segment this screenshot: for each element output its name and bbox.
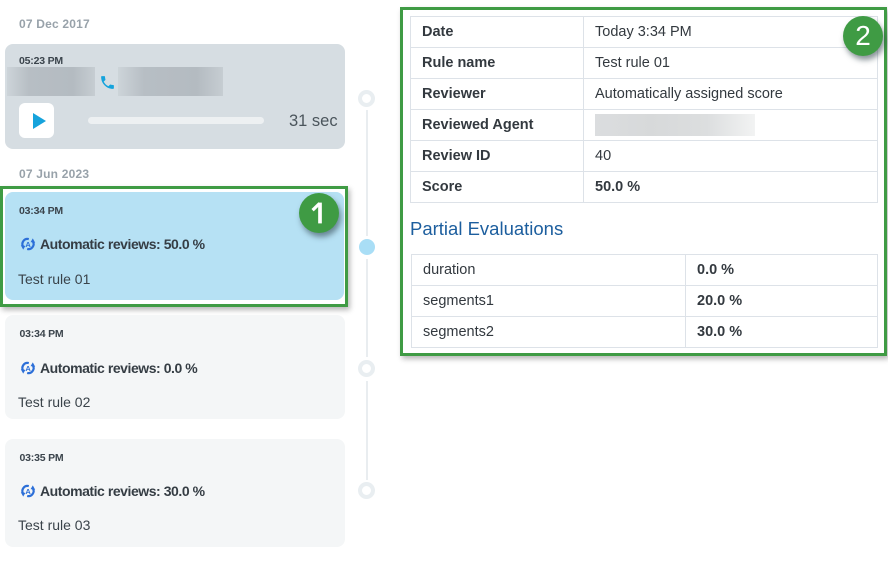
svg-text:A: A	[25, 487, 31, 496]
svg-text:A: A	[25, 364, 31, 373]
svg-text:A: A	[25, 240, 31, 249]
